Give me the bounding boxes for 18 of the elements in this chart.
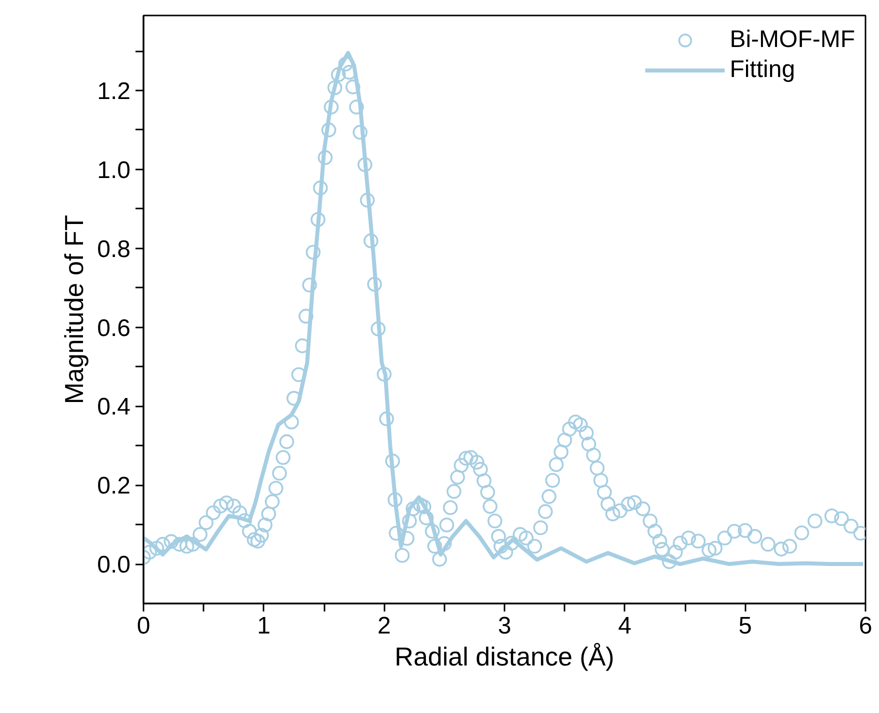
x-tick-label: 6	[858, 612, 872, 640]
y-tick-label: 1.0	[97, 156, 131, 184]
y-tick-label: 0.2	[97, 472, 131, 500]
x-tick-label: 0	[136, 612, 150, 640]
x-tick-label: 2	[377, 612, 391, 640]
x-tick-label: 5	[738, 612, 752, 640]
x-tick-label: 4	[618, 612, 632, 640]
y-axis-title: Magnitude of FT	[59, 214, 90, 404]
y-tick-label: 0.4	[97, 394, 131, 421]
y-tick-label: 0.6	[97, 314, 131, 342]
y-tick-label: 0.0	[97, 552, 131, 579]
y-tick-label: 1.2	[97, 78, 131, 105]
legend-label: Bi-MOF-MF	[730, 25, 855, 55]
x-axis-title: Radial distance (Å)	[394, 642, 614, 672]
y-tick-label: 0.8	[97, 236, 131, 263]
x-tick-label: 1	[257, 612, 271, 640]
legend-label: Fitting	[730, 55, 796, 85]
x-tick-label: 3	[498, 612, 512, 640]
